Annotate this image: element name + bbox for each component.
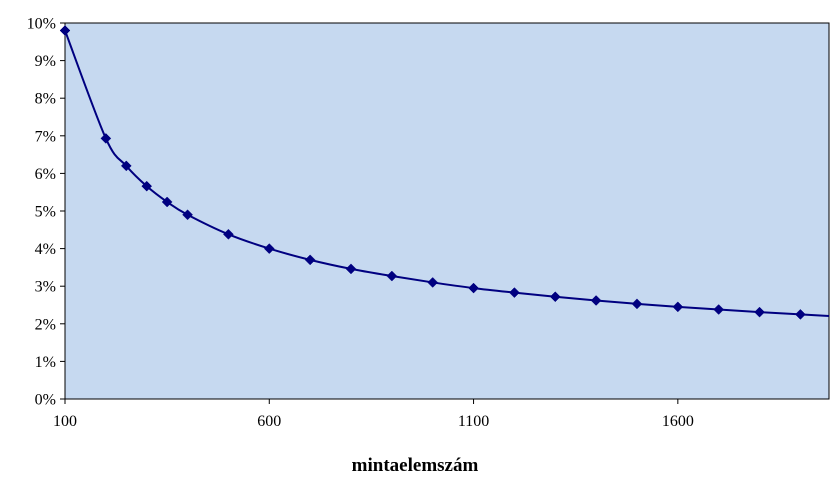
data-point-marker [795,309,806,320]
data-point-marker [345,263,357,275]
data-point-marker [386,270,398,282]
series-layer [59,25,829,320]
data-point-marker [59,25,71,36]
y-tick-label: 0% [35,392,56,409]
data-point-marker [631,298,643,310]
x-tick-label: 600 [257,413,281,430]
data-point-marker [713,304,725,315]
y-axis-ticks: 0% 1% 2% 3% 4% 5% 6% 7% 8% 9% 10% [27,16,65,409]
data-point-marker [672,301,684,313]
x-tick-label: 1600 [662,413,694,430]
x-axis-title: mintaelemszám [352,455,479,476]
y-tick-label: 8% [35,91,56,108]
y-tick-label: 1% [35,354,56,371]
data-point-marker [100,133,112,144]
y-tick-label: 2% [35,316,56,333]
y-tick-label: 7% [35,128,56,145]
y-tick-label: 3% [35,279,56,296]
data-point-marker [468,282,479,294]
data-point-marker [263,243,275,254]
x-axis-ticks: 100 600 1100 1600 [53,399,694,430]
data-point-marker [590,295,602,306]
data-point-marker [120,160,132,172]
y-tick-label: 4% [35,241,56,258]
data-point-marker [223,228,234,240]
data-point-marker [304,254,316,266]
x-tick-label: 1100 [458,413,489,430]
y-tick-label: 10% [27,16,56,33]
series-clip-group [65,30,829,317]
data-point-marker [549,291,561,303]
data-point-marker [161,196,173,208]
data-point-marker [182,209,193,221]
y-tick-label: 9% [35,53,56,70]
data-point-marker [754,306,765,318]
data-point-marker [509,287,520,298]
x-tick-label: 100 [53,413,77,430]
series-line [65,30,829,317]
data-point-marker [427,277,439,288]
plot-area [64,22,830,400]
y-tick-label: 6% [35,166,56,183]
data-point-marker [141,180,153,192]
y-tick-label: 5% [35,204,56,221]
